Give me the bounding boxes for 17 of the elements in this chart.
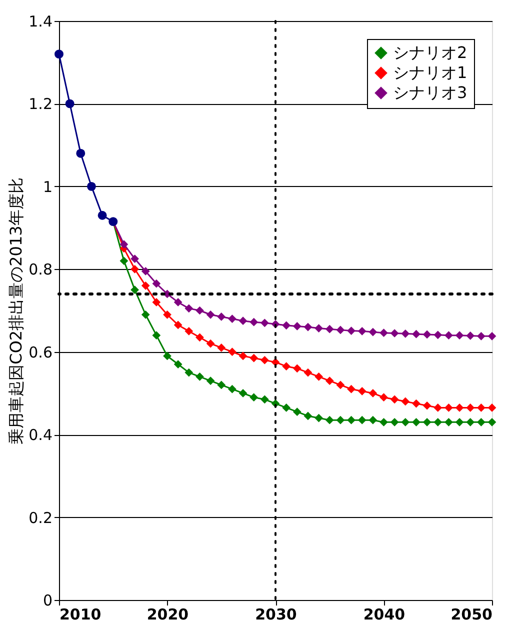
y-tick-label: 1.2 (28, 95, 52, 114)
y-tick-label: 0 (42, 592, 52, 610)
legend-label: シナリオ1 (393, 63, 468, 82)
y-tick-label: 0.4 (28, 426, 52, 444)
x-tick-label: 2020 (146, 606, 189, 624)
y-axis-title: 乗用車起因CO2排出量の2013年度比 (6, 178, 26, 444)
x-tick-label: 2030 (255, 606, 297, 624)
legend-label: シナリオ3 (393, 83, 468, 102)
y-tick-label: 1.4 (28, 12, 52, 30)
x-tick-label: 2050 (450, 606, 492, 624)
y-tick-label: 1 (42, 178, 52, 196)
legend-label: シナリオ2 (393, 43, 468, 62)
y-tick-label: 0.6 (28, 343, 52, 362)
x-tick-label: 2040 (363, 606, 406, 624)
y-tick-label: 0.8 (28, 260, 52, 279)
x-tick-label: 2010 (60, 606, 102, 624)
y-tick-label: 0.2 (28, 508, 52, 527)
